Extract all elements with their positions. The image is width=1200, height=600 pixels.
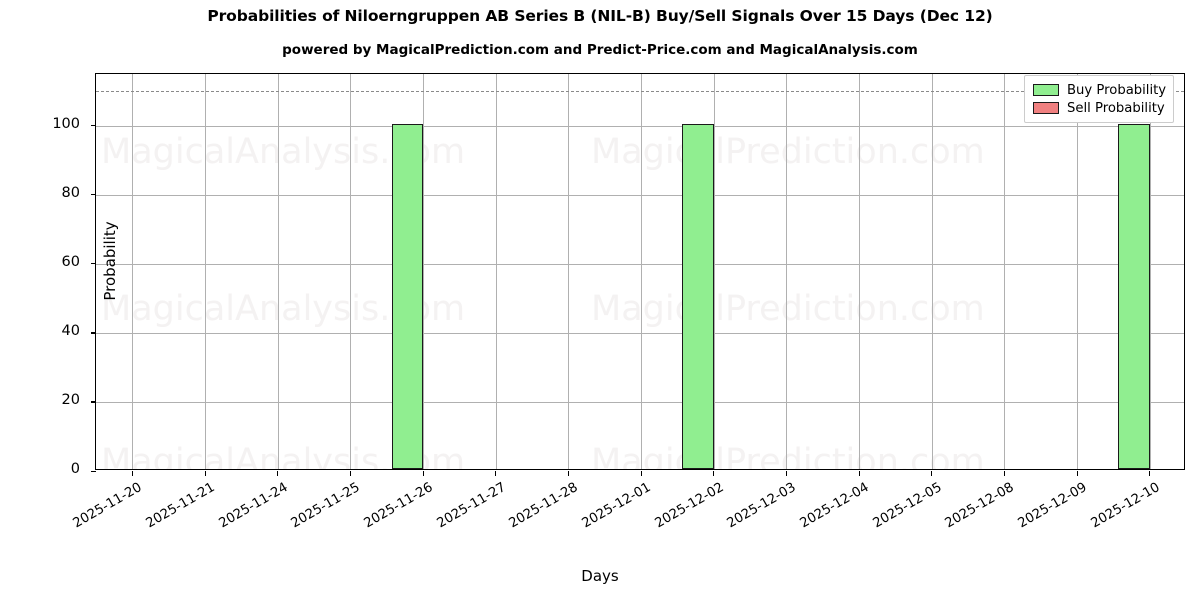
x-tick-mark <box>931 471 933 476</box>
legend-label: Sell Probability <box>1067 100 1165 116</box>
x-tick-mark <box>713 471 715 476</box>
reference-line <box>96 91 1184 93</box>
x-tick-mark <box>1149 471 1151 476</box>
watermark-text: MagicalPrediction.com <box>591 132 985 172</box>
legend-swatch-icon <box>1033 84 1059 96</box>
chart-subtitle: powered by MagicalPrediction.com and Pre… <box>282 42 918 58</box>
gridline-vertical <box>1149 74 1151 469</box>
y-tick-mark <box>91 332 96 334</box>
gridline-horizontal <box>96 194 1184 196</box>
y-tick-label: 80 <box>61 184 80 201</box>
x-tick-mark <box>131 471 133 476</box>
x-tick-mark <box>495 471 497 476</box>
gridline-vertical <box>1077 74 1078 469</box>
x-tick-mark <box>640 471 642 476</box>
y-axis-label: Probability <box>101 221 119 301</box>
x-tick-mark <box>858 471 860 476</box>
x-tick-mark <box>1076 471 1078 476</box>
y-tick-mark <box>91 401 96 403</box>
gridline-vertical <box>350 74 352 469</box>
legend-swatch-icon <box>1033 102 1059 114</box>
y-tick-label: 20 <box>61 391 80 408</box>
gridline-vertical <box>931 74 933 469</box>
bar-buy-probability-2025-11-26 <box>391 123 423 469</box>
x-tick-mark <box>349 471 351 476</box>
x-tick-mark <box>785 471 787 476</box>
gridline-vertical <box>423 74 424 469</box>
x-tick-mark <box>1003 471 1005 476</box>
bar-buy-probability-2025-12-10 <box>1118 123 1150 469</box>
watermark-text: MagicalPrediction.com <box>591 289 985 329</box>
gridline-vertical <box>713 74 715 469</box>
chart-legend: Buy Probability Sell Probability <box>1024 75 1175 123</box>
gridline-vertical <box>568 74 570 469</box>
x-tick-mark <box>422 471 424 476</box>
y-tick-mark <box>91 194 96 196</box>
gridline-vertical <box>277 74 279 469</box>
plot-area: MagicalAnalysis.com MagicalPrediction.com… <box>52 73 1185 531</box>
gridline-vertical <box>205 74 206 469</box>
gridline-vertical <box>132 74 134 469</box>
gridline-vertical <box>1004 74 1006 469</box>
gridline-horizontal <box>96 125 1184 127</box>
gridline-horizontal <box>96 401 1184 403</box>
gridline-horizontal <box>96 263 1184 265</box>
x-tick-mark <box>277 471 279 476</box>
x-tick-mark <box>204 471 206 476</box>
gridline-horizontal <box>96 332 1184 334</box>
x-axis-label: Days <box>581 567 619 585</box>
y-tick-mark <box>91 125 96 127</box>
gridline-vertical <box>495 74 497 469</box>
legend-item-sell-probability[interactable]: Sell Probability <box>1033 99 1166 117</box>
legend-item-buy-probability[interactable]: Buy Probability <box>1033 81 1166 99</box>
gridline-vertical <box>859 74 860 469</box>
y-tick-mark <box>91 263 96 265</box>
plot-inner: MagicalAnalysis.com MagicalPrediction.com… <box>96 74 1184 469</box>
chart-title: Probabilities of Niloerngruppen AB Serie… <box>207 7 993 25</box>
y-tick-label: 40 <box>61 322 80 339</box>
y-tick-label: 0 <box>70 461 80 477</box>
gridline-vertical <box>786 74 788 469</box>
y-tick-label: 100 <box>52 115 80 132</box>
y-tick-label: 60 <box>61 253 80 270</box>
x-tick-mark <box>567 471 569 476</box>
bar-buy-probability-2025-12-02 <box>682 123 714 469</box>
watermark-text: MagicalPrediction.com <box>591 442 985 469</box>
gridline-vertical <box>641 74 642 469</box>
y-tick-mark <box>91 470 96 472</box>
legend-label: Buy Probability <box>1067 82 1167 98</box>
